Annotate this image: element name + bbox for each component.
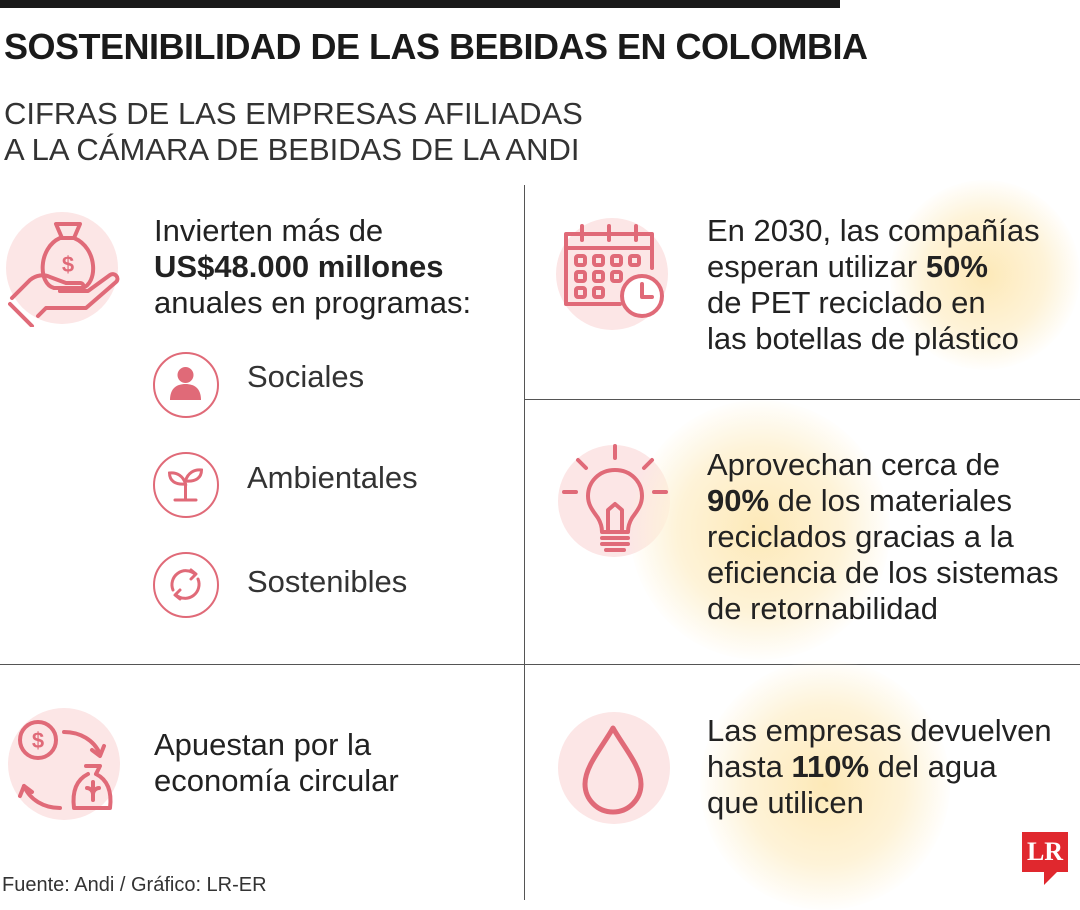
investment-line-1: Invierten más de — [154, 213, 384, 248]
investment-icon-bg — [6, 212, 118, 324]
pet-highlight-bg — [890, 180, 1080, 370]
lr-logo: LR — [1022, 832, 1068, 872]
pet-line-4: las botellas de plástico — [707, 321, 1019, 356]
category-circle-ambientales — [153, 452, 219, 518]
svg-text:$: $ — [32, 728, 44, 753]
page-title: SOSTENIBILIDAD DE LAS BEBIDAS EN COLOMBI… — [4, 26, 868, 67]
water-line-3: que utilicen — [707, 785, 864, 820]
light-bulb-icon — [560, 442, 675, 562]
subtitle-line-2: A LA CÁMARA DE BEBIDAS DE LA ANDI — [4, 132, 580, 167]
circular-line-1: Apuestan por la — [154, 727, 372, 762]
category-circle-sociales — [153, 352, 219, 418]
water-highlight-bg — [700, 660, 950, 910]
lr-logo-tail — [1044, 871, 1058, 885]
materials-line-1: Aprovechan cerca de — [707, 447, 1000, 482]
materials-line-5: de retornabilidad — [707, 591, 938, 626]
materials-line-4: eficiencia de los sistemas — [707, 555, 1059, 590]
subtitle-line-1: CIFRAS DE LAS EMPRESAS AFILIADAS — [4, 96, 583, 131]
investment-amount: US$48.000 millones — [154, 249, 444, 284]
circular-economy-icon: $ — [8, 712, 123, 822]
water-line-2-pre: hasta — [707, 749, 792, 784]
materials-line-2-post: de los materiales — [769, 483, 1012, 518]
materials-text: Aprovechan cerca de 90% de los materiale… — [707, 447, 1059, 627]
calendar-clock-icon — [556, 212, 671, 327]
circular-line-2: economía circular — [154, 763, 399, 798]
circular-text: Apuestan por la economía circular — [154, 727, 399, 799]
divider-vertical — [524, 185, 525, 900]
category-label-sostenibles: Sostenibles — [247, 564, 408, 599]
pet-percent: 50% — [925, 249, 988, 284]
materials-line-3: reciclados gracias a la — [707, 519, 1014, 554]
recycle-arrows-icon — [170, 568, 201, 601]
investment-text: Invierten más de US$48.000 millones anua… — [154, 213, 471, 321]
sprout-icon — [167, 468, 204, 502]
water-text: Las empresas devuelven hasta 110% del ag… — [707, 713, 1052, 821]
pet-line-1: En 2030, las compañías — [707, 213, 1040, 248]
water-line-2-post: del agua — [869, 749, 997, 784]
pet-text: En 2030, las compañías esperan utilizar … — [707, 213, 1040, 357]
top-bar — [0, 0, 840, 8]
divider-right-horizontal-1 — [525, 399, 1080, 400]
investment-line-3: anuales en programas: — [154, 285, 472, 320]
person-icon — [170, 367, 201, 400]
page-subtitle: CIFRAS DE LAS EMPRESAS AFILIADAS A LA CÁ… — [4, 96, 583, 168]
svg-text:$: $ — [62, 252, 74, 277]
category-label-sociales: Sociales — [247, 359, 365, 394]
category-label-ambientales: Ambientales — [247, 460, 418, 495]
materials-highlight-bg — [630, 400, 890, 660]
water-percent: 110% — [791, 749, 870, 784]
pet-line-3: de PET reciclado en — [707, 285, 986, 320]
pet-line-2-pre: esperan utilizar — [707, 249, 926, 284]
water-line-1: Las empresas devuelven — [707, 713, 1052, 748]
water-drop-icon — [556, 712, 671, 827]
divider-left-horizontal — [0, 664, 524, 665]
source-credit: Fuente: Andi / Gráfico: LR-ER — [2, 874, 267, 896]
money-bag-hand-icon: $ — [8, 212, 123, 327]
category-circle-sostenibles — [153, 552, 219, 618]
materials-percent: 90% — [707, 483, 770, 518]
